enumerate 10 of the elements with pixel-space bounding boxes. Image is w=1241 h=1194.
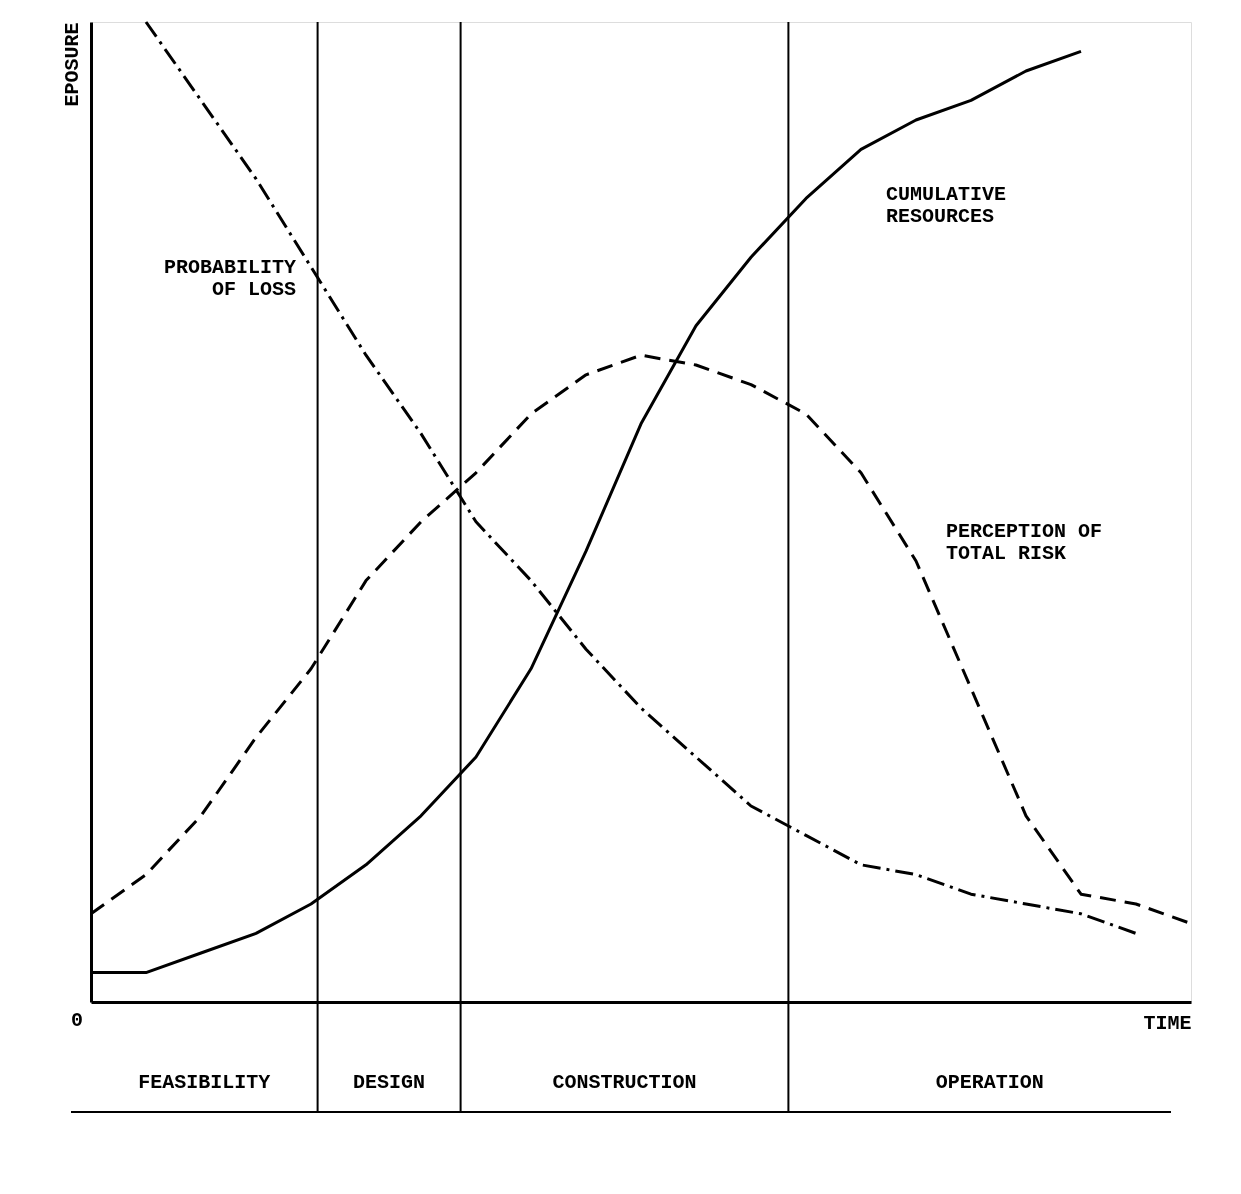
x-axis-title: TIME (1143, 1011, 1192, 1035)
text: 0 (70, 1009, 83, 1032)
text: CUMULATIVE RESOURCES (886, 183, 1007, 229)
y-axis-title: EPOSURE (60, 22, 84, 107)
series-label: PROBABILITY OF LOSS (163, 256, 296, 301)
text: OPERATION (935, 1071, 1044, 1094)
series-label: PERCEPTION OF TOTAL RISK (946, 520, 1103, 565)
text: DESIGN (353, 1071, 426, 1094)
text: FEASIBILITY (138, 1071, 271, 1094)
text: CONSTRUCTION (552, 1071, 697, 1094)
